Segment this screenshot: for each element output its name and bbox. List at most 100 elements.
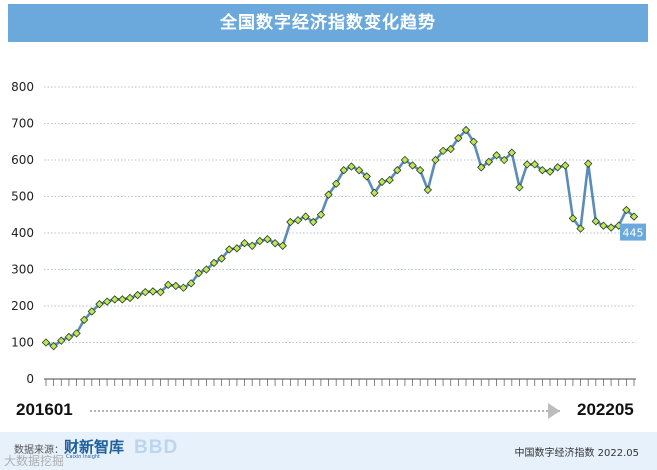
data-point bbox=[545, 167, 555, 176]
y-tick-label: 0 bbox=[26, 372, 34, 386]
data-points bbox=[41, 125, 639, 351]
data-point bbox=[377, 177, 387, 187]
data-point bbox=[622, 205, 631, 215]
series-line bbox=[45, 128, 635, 348]
data-point bbox=[217, 254, 226, 263]
footer-caption: 中国数字经济指数 2022.05 bbox=[514, 448, 639, 459]
y-tick-label: 200 bbox=[11, 299, 34, 313]
data-point bbox=[156, 287, 165, 297]
data-point bbox=[186, 279, 196, 288]
data-point bbox=[179, 283, 188, 292]
data-point bbox=[164, 280, 173, 289]
y-tick-label: 700 bbox=[11, 117, 34, 131]
data-point bbox=[591, 217, 600, 226]
data-point bbox=[248, 241, 257, 250]
data-point bbox=[530, 160, 539, 169]
data-point bbox=[301, 212, 310, 221]
data-point bbox=[584, 159, 593, 168]
data-point bbox=[133, 290, 142, 300]
data-point bbox=[95, 300, 104, 309]
y-tick-label: 800 bbox=[11, 80, 34, 94]
data-point bbox=[332, 179, 341, 188]
data-point bbox=[507, 148, 516, 157]
data-point bbox=[148, 287, 158, 296]
range-end-label: 202205 bbox=[577, 400, 634, 419]
data-point bbox=[408, 161, 417, 170]
last-value-callout: 445 bbox=[620, 223, 646, 241]
y-tick-label: 500 bbox=[11, 190, 34, 204]
y-axis: 0 100 200 300 400 500 600 700 800 bbox=[11, 80, 34, 386]
data-point bbox=[347, 162, 356, 171]
data-point bbox=[141, 287, 150, 297]
data-point bbox=[316, 210, 326, 219]
last-value-box bbox=[620, 223, 646, 241]
data-point bbox=[416, 166, 425, 175]
data-point bbox=[492, 151, 501, 160]
gridlines bbox=[44, 86, 636, 343]
data-point bbox=[438, 146, 448, 156]
data-point bbox=[80, 315, 89, 325]
data-point bbox=[561, 161, 570, 170]
data-point bbox=[362, 172, 371, 181]
data-point bbox=[209, 258, 219, 268]
data-point bbox=[599, 221, 608, 230]
data-point bbox=[576, 224, 585, 233]
data-point bbox=[354, 166, 364, 175]
data-point bbox=[125, 293, 135, 303]
y-tick-label: 400 bbox=[11, 226, 34, 240]
data-point bbox=[484, 157, 494, 166]
data-point bbox=[423, 185, 432, 195]
data-point bbox=[49, 341, 58, 351]
caixin-logo: 财新智库 bbox=[64, 438, 125, 456]
data-point bbox=[102, 297, 112, 306]
series-line-path bbox=[45, 128, 635, 348]
footer-bar bbox=[0, 432, 657, 470]
data-point bbox=[64, 332, 74, 342]
data-point bbox=[515, 183, 524, 192]
y-tick-label: 600 bbox=[11, 153, 34, 167]
data-point bbox=[87, 307, 96, 316]
chart-title: 全国数字经济指数变化趋势 bbox=[8, 4, 648, 42]
data-point bbox=[469, 137, 478, 146]
data-point bbox=[270, 239, 280, 248]
data-point bbox=[370, 188, 379, 198]
data-point bbox=[118, 295, 127, 304]
data-point bbox=[393, 166, 402, 175]
data-point bbox=[41, 338, 51, 347]
bbd-logo: BBD bbox=[134, 437, 179, 458]
data-point bbox=[553, 163, 562, 172]
data-point bbox=[240, 239, 249, 248]
data-point bbox=[57, 336, 66, 345]
data-point bbox=[293, 216, 303, 225]
watermark: 大数据挖掘 bbox=[4, 454, 65, 468]
data-point bbox=[454, 133, 463, 143]
data-point bbox=[446, 144, 455, 154]
data-point bbox=[385, 175, 394, 185]
data-point bbox=[278, 241, 287, 250]
data-point bbox=[339, 166, 348, 175]
data-point bbox=[324, 190, 333, 199]
caixin-logo-subtitle: Caixin Insight bbox=[66, 454, 100, 460]
arrow-head-icon bbox=[548, 403, 560, 419]
data-point bbox=[171, 281, 180, 291]
data-point bbox=[309, 217, 318, 227]
data-point bbox=[538, 166, 547, 175]
data-point bbox=[286, 217, 295, 227]
range-start-label: 201601 bbox=[16, 400, 73, 419]
y-tick-label: 100 bbox=[11, 336, 34, 350]
y-tick-label: 300 bbox=[11, 263, 34, 277]
data-point bbox=[629, 212, 639, 221]
data-point bbox=[72, 329, 81, 338]
data-point bbox=[263, 235, 272, 244]
data-point bbox=[232, 244, 242, 253]
data-point bbox=[477, 163, 486, 172]
source-label: 数据来源： bbox=[14, 445, 64, 456]
data-point bbox=[522, 160, 532, 169]
timeline-arrow bbox=[90, 410, 560, 412]
last-value-label: 445 bbox=[623, 227, 644, 240]
data-point bbox=[194, 268, 203, 278]
data-point bbox=[225, 245, 234, 254]
x-axis bbox=[44, 378, 636, 386]
data-point bbox=[461, 125, 471, 135]
